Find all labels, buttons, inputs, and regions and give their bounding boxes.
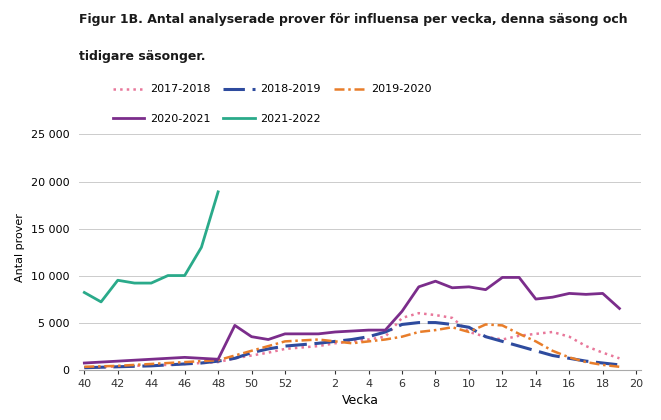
- Legend: 2020-2021, 2021-2022: 2020-2021, 2021-2022: [113, 114, 321, 124]
- Text: tidigare säsonger.: tidigare säsonger.: [79, 50, 206, 63]
- Text: Figur 1B. Antal analyserade prover för influensa per vecka, denna säsong och: Figur 1B. Antal analyserade prover för i…: [79, 13, 628, 26]
- X-axis label: Vecka: Vecka: [342, 394, 379, 407]
- Y-axis label: Antal prover: Antal prover: [15, 213, 25, 282]
